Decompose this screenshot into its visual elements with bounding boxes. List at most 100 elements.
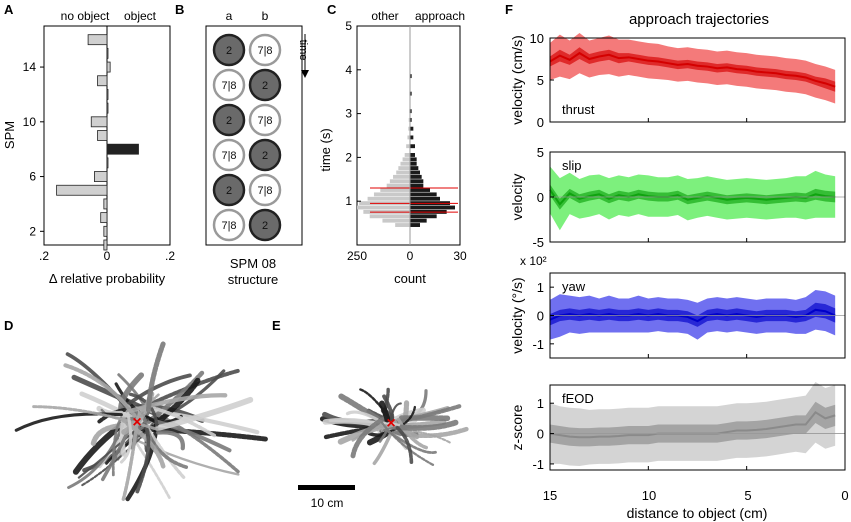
panel-b-circle [248, 138, 282, 172]
panel-a-top-label-left: no object [61, 9, 110, 23]
panel-a-ytick-label: 14 [23, 60, 37, 74]
panel-a-bar-5 [56, 184, 108, 196]
panel-d-trajectory [79, 391, 151, 429]
panel-a-xtick-left: .2 [39, 249, 49, 263]
panel-b-circle [248, 33, 282, 67]
panel-c-bar-approach [410, 135, 414, 140]
panel-c-bar-approach [410, 223, 420, 227]
panel-b-box [205, 25, 303, 246]
panel-c-bar-approach [410, 91, 412, 96]
panel-d-object-marker: × [132, 414, 141, 431]
panel-c-bar-other [393, 174, 410, 179]
panel-a-chart: no object object 2 6 10 14 SPM .2 0 .2 Δ re… [2, 9, 175, 286]
panel-b-circle-label: 7|8 [257, 185, 272, 197]
panel-f-ylabel-yaw: velocity (°/s) [509, 277, 525, 353]
panel-a-bar-3 [100, 212, 108, 224]
panel-f-ytick-label: -1 [532, 337, 544, 352]
panel-a-xtick-zero: 0 [104, 249, 111, 263]
panel-f-xtick-0: 0 [841, 488, 848, 503]
panel-a-top-label-right: object [124, 9, 157, 23]
panel-c-bar-other [382, 218, 410, 223]
panel-c-bar-approach [410, 117, 412, 122]
panel-b-circle [212, 138, 246, 172]
panel-d-trajectory [155, 396, 254, 431]
panel-b-footer-2: structure [228, 272, 279, 287]
panel-f-chart: approach trajectories thrust 0 5 10 velocity… [509, 11, 849, 521]
panel-c-bar-approach [410, 174, 422, 179]
panel-b-circle [212, 33, 246, 67]
panel-f-ytick-label: 5 [537, 73, 544, 88]
panel-d-trajectory [67, 423, 125, 489]
panel-label-c: C [327, 2, 337, 17]
panel-b-col-a: a [226, 9, 233, 23]
panel-f-ytick-label: -1 [532, 457, 544, 472]
panel-e-trajectory [380, 421, 435, 466]
panel-c-xtick-30: 30 [453, 249, 467, 263]
panel-f-ylabel-fEOD: z-score [509, 404, 525, 450]
panel-f-ytick-label: -5 [532, 235, 544, 250]
panel-c-bar-other [396, 170, 410, 175]
panel-a-ylabel: SPM [2, 121, 17, 149]
panel-f-mean-line-thrust [549, 51, 836, 88]
panel-f-subplot-label-thrust: thrust [562, 102, 595, 117]
panel-b-circle [248, 208, 282, 242]
panel-a-xlabel: Δ relative probability [49, 271, 166, 286]
panel-a-bar-10 [90, 116, 108, 128]
panel-f-subplot-yaw: yaw -1 0 1 velocity (°/s) x 10² [509, 254, 846, 359]
panel-c-ytick-label: 3 [345, 107, 352, 121]
panel-c-bar-approach [410, 74, 412, 79]
panel-c-bar-other [367, 196, 410, 201]
panel-b-footer-1: SPM 08 [230, 256, 276, 271]
panel-f-ytick-label: 0 [537, 427, 544, 442]
panel-f-ytick-label: 0 [537, 115, 544, 130]
panel-b-circle [248, 173, 282, 207]
panel-f-ytick-label: 0 [537, 190, 544, 205]
panel-a-ytick-label: 2 [29, 224, 36, 238]
panel-c-bar-other [389, 179, 410, 184]
panel-a-bar-12 [106, 89, 109, 100]
panel-c-bar-approach [410, 192, 437, 197]
panel-a-bar-9 [97, 130, 108, 141]
panel-label-d: D [4, 318, 13, 333]
panel-d-trajectory [125, 393, 228, 414]
panel-a-bar-14 [106, 61, 111, 73]
panel-c-bar-other [407, 135, 410, 140]
panel-f-subplot-fEOD: fEOD -1 0 1 z-score [509, 381, 846, 472]
panel-d-trajectory [145, 341, 166, 414]
panel-e-trajectories [319, 387, 469, 466]
panel-f-ytick-label: 5 [537, 145, 544, 160]
panel-c-bar-approach [410, 144, 415, 149]
panel-f-xtick-10: 10 [642, 488, 656, 503]
panel-b-col-b: b [262, 9, 269, 23]
panel-a-bar-15 [106, 47, 109, 59]
panel-d-trajectory [14, 412, 123, 432]
panel-e-trajectory [378, 427, 389, 443]
panel-c-top-label-right: approach [415, 9, 465, 23]
panel-c-bar-approach [410, 188, 430, 192]
panel-f-ytick-label: 10 [530, 31, 544, 46]
panel-b-circle [212, 208, 246, 242]
panel-c-bar-other [398, 166, 410, 171]
panel-d-trajectory [146, 405, 217, 438]
panel-c-bar-approach [410, 153, 415, 157]
panel-d-trajectory [32, 405, 159, 431]
panel-a-bar-16 [87, 34, 108, 46]
panel-a-ytick-label: 6 [29, 170, 36, 184]
panel-d-trajectory [63, 363, 137, 418]
panel-c-bar-approach [410, 126, 414, 131]
panel-e-trajectory [328, 419, 401, 427]
panel-b-circle [248, 68, 282, 102]
panel-d-trajectory [119, 412, 133, 464]
panel-f-subplot-label-slip: slip [562, 158, 582, 173]
panel-b-circle-label: 7|8 [257, 45, 272, 57]
panel-c-bar-approach [410, 205, 455, 210]
panel-f-subplot-thrust: thrust 0 5 10 velocity (cm/s) [509, 31, 846, 130]
panel-a-bar-4 [103, 198, 108, 210]
panel-f-title: approach trajectories [629, 11, 769, 28]
panel-a-ytick-label: 10 [23, 115, 37, 129]
panel-f-xtick-15: 15 [543, 488, 557, 503]
panel-b-circle [212, 103, 246, 137]
panel-e-trajectory [378, 400, 391, 423]
panel-c-bar-approach [410, 218, 427, 223]
panel-e-trajectory [350, 415, 388, 459]
